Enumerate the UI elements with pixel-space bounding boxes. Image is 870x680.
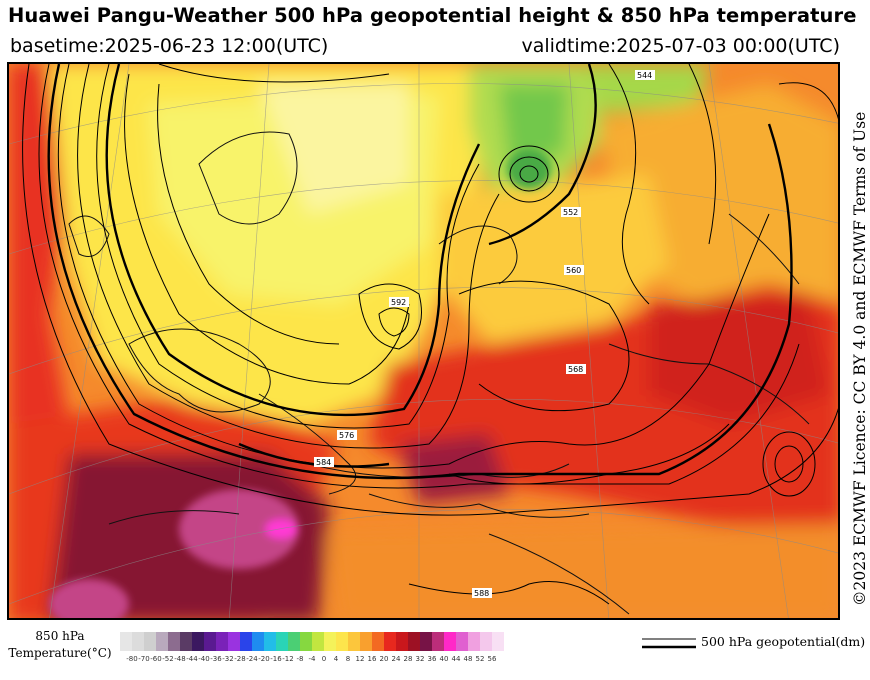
colorbar-swatch bbox=[204, 632, 216, 651]
colorbar-tick-label: -32 bbox=[222, 655, 234, 663]
colorbar-swatch bbox=[324, 632, 336, 651]
colorbar-swatch bbox=[156, 632, 168, 651]
colorbar-tick-label: 0 bbox=[321, 655, 327, 663]
colorbar-swatch bbox=[432, 632, 444, 651]
colorbar-swatch bbox=[192, 632, 204, 651]
colorbar-tick-label: 56 bbox=[487, 655, 497, 663]
colorbar-swatch bbox=[372, 632, 384, 651]
graticule bbox=[9, 64, 838, 618]
colorbar-tick-label: -16 bbox=[270, 655, 282, 663]
colorbar-tick-label: -24 bbox=[246, 655, 258, 663]
contour-legend: 500 hPa geopotential(dm) bbox=[640, 633, 865, 653]
contour-legend-label: 500 hPa geopotential(dm) bbox=[701, 634, 866, 649]
contour-label-592: 592 bbox=[391, 298, 406, 307]
colorbar-swatch bbox=[288, 632, 300, 651]
colorbar-tick-label: 32 bbox=[415, 655, 425, 663]
validtime-label: validtime:2025-07-03 00:00(UTC) bbox=[521, 35, 840, 57]
colorbar-swatch bbox=[312, 632, 324, 651]
colorbar-tick-label: -40 bbox=[198, 655, 210, 663]
colorbar-swatch bbox=[180, 632, 192, 651]
colorbar-swatch bbox=[228, 632, 240, 651]
colorbar-tick-label: 16 bbox=[367, 655, 377, 663]
colorbar-title: 850 hPa Temperature(°C) bbox=[8, 628, 112, 662]
colorbar-swatch bbox=[144, 632, 156, 651]
contour-label-576: 576 bbox=[339, 431, 354, 440]
colorbar-tick-label: -12 bbox=[282, 655, 294, 663]
map-canvas: 544 552 560 568 576 584 588 592 bbox=[9, 64, 838, 618]
colorbar-tick-label: 12 bbox=[355, 655, 365, 663]
geopotential-thick-contours bbox=[47, 64, 793, 480]
colorbar-swatch bbox=[384, 632, 396, 651]
colorbar-tick-label: 44 bbox=[451, 655, 461, 663]
colorbar-tick-label: -20 bbox=[258, 655, 270, 663]
contour-label-588: 588 bbox=[474, 589, 489, 598]
colorbar-swatch bbox=[252, 632, 264, 651]
colorbar-swatch bbox=[396, 632, 408, 651]
colorbar-tick-label: -60 bbox=[150, 655, 162, 663]
colorbar-tick-label: -48 bbox=[174, 655, 186, 663]
colorbar-swatch bbox=[348, 632, 360, 651]
contour-label-544: 544 bbox=[637, 71, 652, 80]
colorbar-swatch bbox=[300, 632, 312, 651]
colorbar-ticks: -80 -70 -60 -52 -48 -44 -40 -36 -32 -28 -24 -20 -16-… bbox=[114, 655, 634, 667]
colorbar-swatch bbox=[240, 632, 252, 651]
colorbar-swatch bbox=[120, 632, 132, 651]
contour-legend-lines bbox=[642, 638, 696, 649]
contour-labels: 544 552 560 568 576 584 588 592 bbox=[314, 70, 655, 598]
colorbar-tick-label: -36 bbox=[210, 655, 222, 663]
colorbar-tick-label: 8 bbox=[345, 655, 351, 663]
coastlines bbox=[68, 131, 810, 615]
colorbar-swatch bbox=[276, 632, 288, 651]
geopotential-contours bbox=[22, 64, 838, 605]
basetime-label: basetime:2025-06-23 12:00(UTC) bbox=[10, 35, 329, 57]
colorbar-swatch bbox=[444, 632, 456, 651]
temperature-colorbar bbox=[120, 632, 504, 651]
colorbar-swatch bbox=[336, 632, 348, 651]
colorbar-swatch bbox=[468, 632, 480, 651]
colorbar-swatch bbox=[420, 632, 432, 651]
colorbar-swatch bbox=[132, 632, 144, 651]
license-credit: ©2023 ECMWF Licence: CC BY 4.0 and ECMWF… bbox=[851, 111, 869, 606]
temperature-hotspots bbox=[49, 149, 551, 618]
chart-title: Huawei Pangu-Weather 500 hPa geopotentia… bbox=[8, 4, 857, 27]
weather-map[interactable]: 544 552 560 568 576 584 588 592 bbox=[7, 62, 840, 620]
colorbar-tick-label: 48 bbox=[463, 655, 473, 663]
colorbar-tick-label: 40 bbox=[439, 655, 449, 663]
colorbar-tick-label: -4 bbox=[308, 655, 316, 663]
contour-label-552: 552 bbox=[563, 208, 578, 217]
colorbar-tick-label: 36 bbox=[427, 655, 437, 663]
contour-label-560: 560 bbox=[566, 266, 581, 275]
contour-label-584: 584 bbox=[316, 458, 331, 467]
colorbar-title-line1: 850 hPa bbox=[35, 629, 85, 643]
colorbar-tick-label: -70 bbox=[138, 655, 150, 663]
colorbar-tick-label: -28 bbox=[234, 655, 246, 663]
colorbar-swatch bbox=[264, 632, 276, 651]
colorbar-swatch bbox=[492, 632, 504, 651]
colorbar-tick-label: -80 bbox=[126, 655, 138, 663]
colorbar-swatch bbox=[168, 632, 180, 651]
colorbar-tick-label: 20 bbox=[379, 655, 389, 663]
colorbar-swatch bbox=[408, 632, 420, 651]
colorbar-tick-label: 24 bbox=[391, 655, 401, 663]
colorbar-tick-label: 4 bbox=[333, 655, 339, 663]
colorbar-swatch bbox=[216, 632, 228, 651]
colorbar-tick-label: -44 bbox=[186, 655, 198, 663]
colorbar-title-line2: Temperature(°C) bbox=[8, 646, 112, 660]
colorbar-tick-label: -52 bbox=[162, 655, 174, 663]
colorbar-swatch bbox=[360, 632, 372, 651]
colorbar-swatch bbox=[456, 632, 468, 651]
colorbar-tick-label: -8 bbox=[296, 655, 304, 663]
colorbar-tick-label: 28 bbox=[403, 655, 413, 663]
colorbar-tick-label: 52 bbox=[475, 655, 485, 663]
colorbar-swatch bbox=[480, 632, 492, 651]
contour-label-568: 568 bbox=[568, 365, 583, 374]
